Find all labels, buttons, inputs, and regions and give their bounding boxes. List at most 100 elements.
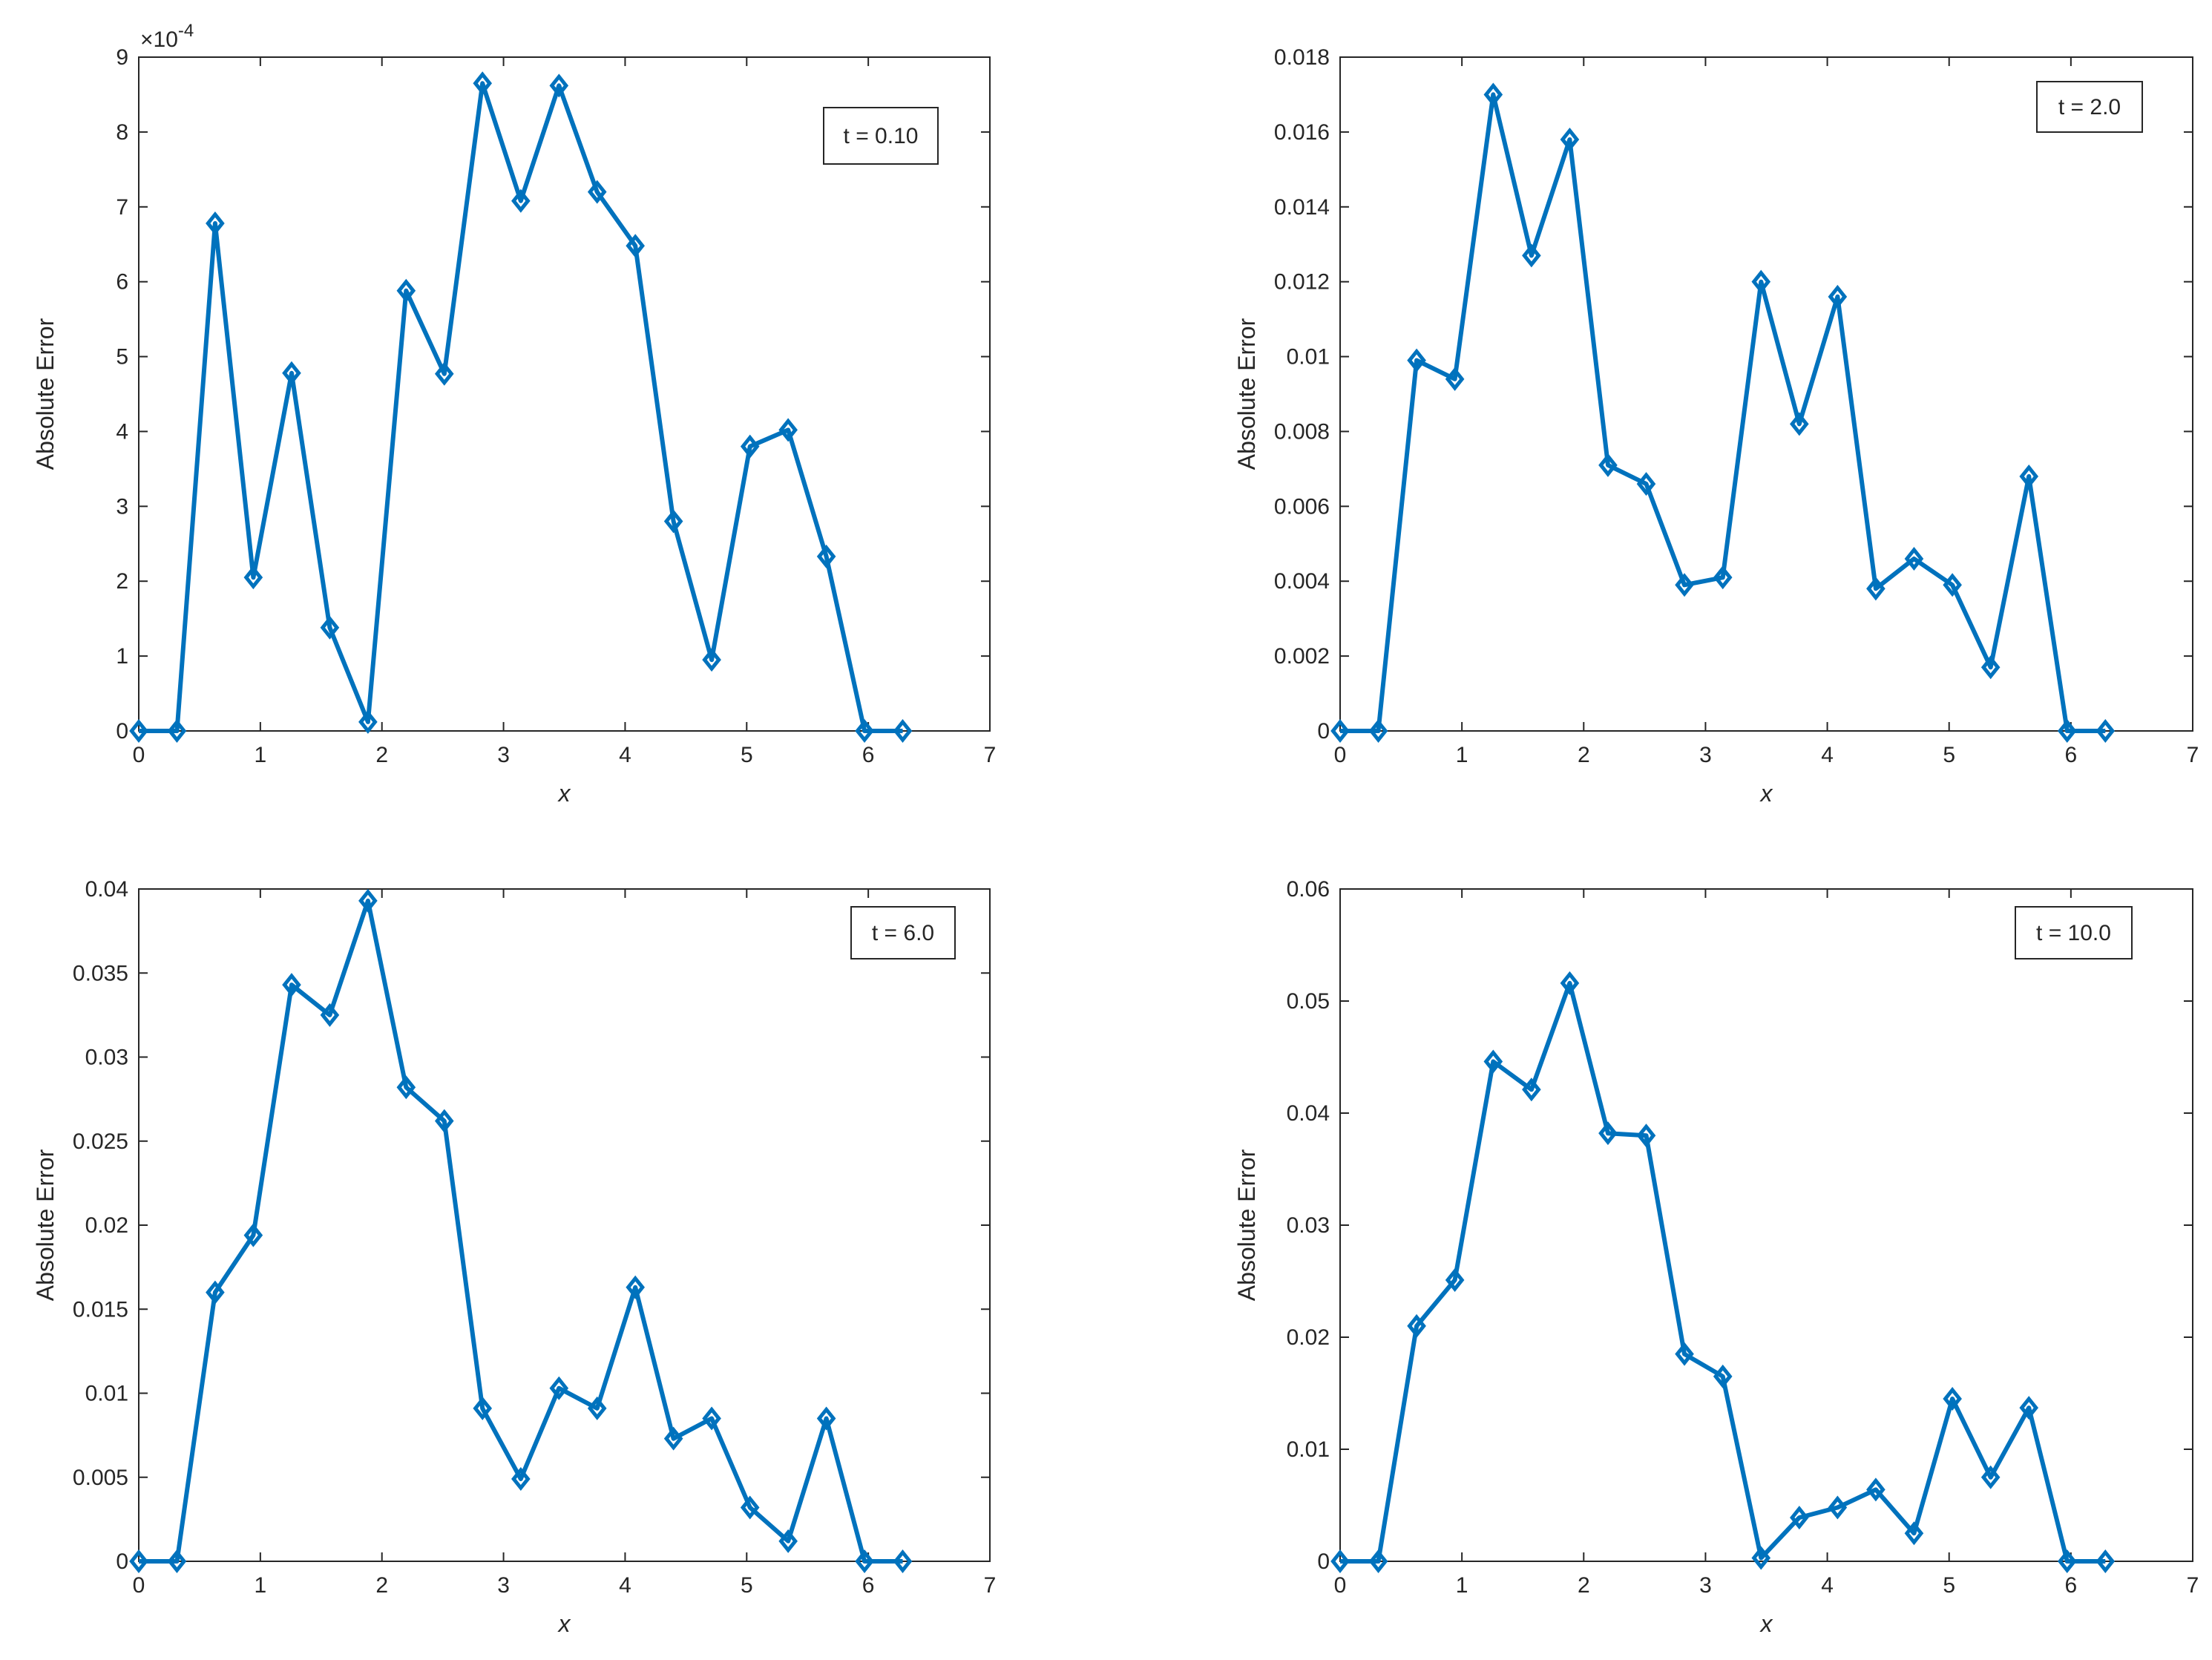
- x-tick-label: 4: [619, 743, 631, 767]
- y-tick-label: 6: [116, 270, 128, 295]
- data-point-marker: [778, 1529, 798, 1553]
- annotation-text: t = 2.0: [2058, 95, 2121, 119]
- annotation-text: t = 6.0: [872, 921, 934, 945]
- axes-box: [138, 56, 991, 732]
- data-point-marker: [893, 1549, 913, 1574]
- data-point-marker: [511, 188, 531, 213]
- data-point-marker: [2096, 718, 2116, 744]
- data-point-marker: [1636, 472, 1656, 496]
- data-point-marker: [1522, 243, 1541, 268]
- data-point-marker: [1790, 1506, 1809, 1530]
- annotation-box: [2036, 81, 2143, 133]
- data-point-marker: [1675, 1342, 1694, 1366]
- y-tick-label: 0.05: [1287, 989, 1330, 1014]
- data-point-marker: [1522, 1077, 1541, 1102]
- data-point-marker: [1330, 1549, 1350, 1574]
- data-point-marker: [1713, 565, 1733, 590]
- data-point-marker: [549, 73, 569, 98]
- subplot-4: 0 1 2 3 4 5 6 7 0 0.01 0.02 0.03 0.04 0.05 0.06 x Absolu…: [1233, 877, 2199, 1637]
- y-axis-exponent: ×10-4: [140, 21, 194, 52]
- y-tick-label: 7: [116, 195, 128, 220]
- x-tick-label: 3: [497, 743, 510, 767]
- data-point-marker: [1368, 718, 1388, 744]
- data-point-marker: [1675, 573, 1694, 597]
- data-point-marker: [1330, 718, 1350, 744]
- x-tick-label: 7: [2187, 743, 2199, 767]
- x-tick-label: 3: [497, 1573, 510, 1598]
- data-point-marker: [549, 1376, 569, 1400]
- data-point-marker: [396, 278, 416, 303]
- annotation-text: t = 10.0: [2036, 921, 2111, 945]
- x-tick-label: 1: [255, 743, 267, 767]
- data-point-marker: [816, 544, 836, 568]
- exponent-power: -4: [178, 21, 194, 41]
- x-tick-label: 3: [1699, 743, 1712, 767]
- data-point-marker: [396, 1075, 416, 1100]
- data-point-marker: [243, 1223, 263, 1247]
- x-axis-label: x: [1759, 1610, 1773, 1637]
- y-axis-label: Absolute Error: [1233, 1149, 1260, 1301]
- x-tick-label: 2: [375, 1573, 388, 1598]
- data-point-marker: [1598, 453, 1618, 477]
- x-axis-label: x: [557, 780, 571, 807]
- y-tick-label: 0.002: [1274, 644, 1330, 669]
- data-point-marker: [1790, 412, 1809, 436]
- data-point-marker: [740, 1495, 760, 1520]
- data-point-marker: [206, 1280, 225, 1305]
- series-line: [139, 898, 903, 1564]
- y-tick-label: 9: [116, 45, 128, 70]
- data-point-marker: [167, 718, 187, 744]
- data-point-marker: [1751, 269, 1771, 294]
- y-tick-label: 0.015: [73, 1297, 128, 1322]
- data-point-marker: [1483, 1049, 1503, 1074]
- data-point-marker: [1828, 1495, 1848, 1520]
- annotation-text: t = 0.10: [844, 124, 919, 148]
- data-point-marker: [893, 718, 913, 744]
- x-tick-label: 6: [862, 1573, 875, 1598]
- data-point-marker: [511, 1467, 531, 1492]
- data-point-marker: [282, 973, 301, 997]
- data-point-marker: [1636, 1123, 1656, 1148]
- data-point-marker: [740, 434, 760, 459]
- x-tick-label: 5: [1943, 1573, 1955, 1598]
- y-tick-label: 0.01: [85, 1382, 128, 1406]
- annotation-box: [823, 107, 939, 165]
- data-point-marker: [2057, 1549, 2077, 1574]
- y-tick-label: 8: [116, 120, 128, 145]
- y-tick-label: 0.025: [73, 1129, 128, 1154]
- data-point-marker: [1713, 1364, 1733, 1388]
- y-tick-label: 0: [1317, 719, 1330, 744]
- y-tick-label: 0.012: [1274, 270, 1330, 295]
- subplot-grid: 0 1 2 3 4 5 6 7 0 1 2 3 4 5 6 7 8 9 ×10-4 x Absolute Error t …: [32, 21, 2199, 1637]
- data-point-marker: [1980, 1465, 2001, 1489]
- data-point-marker: [1483, 82, 1503, 107]
- x-tick-label: 4: [1821, 743, 1834, 767]
- subplot-1: 0 1 2 3 4 5 6 7 0 1 2 3 4 5 6 7 8 9 ×10-4 x Absolute Error t …: [32, 21, 996, 807]
- x-tick-label: 7: [984, 1573, 997, 1598]
- x-tick-label: 4: [1821, 1573, 1834, 1598]
- exponent-base: ×10: [140, 27, 178, 52]
- y-tick-label: 0.04: [1287, 1101, 1330, 1126]
- data-point-marker: [587, 180, 607, 204]
- data-point-marker: [473, 71, 493, 96]
- y-tick-label: 0.02: [85, 1213, 128, 1238]
- y-tick-label: 0.006: [1274, 494, 1330, 519]
- x-axis-label: x: [1759, 780, 1773, 807]
- y-tick-label: 0: [1317, 1549, 1330, 1574]
- data-point-marker: [1943, 573, 1962, 597]
- data-point-marker: [855, 718, 874, 744]
- data-point-marker: [1751, 1546, 1771, 1570]
- data-point-marker: [702, 1406, 721, 1431]
- data-point-marker: [1368, 1549, 1388, 1574]
- data-point-marker: [282, 361, 301, 385]
- data-point-marker: [320, 615, 340, 640]
- y-tick-label: 1: [116, 644, 128, 669]
- series-line: [1340, 92, 2106, 733]
- data-point-marker: [167, 1549, 187, 1574]
- data-point-marker: [358, 888, 378, 913]
- y-tick-label: 0.014: [1274, 195, 1330, 220]
- data-point-marker: [320, 1003, 340, 1027]
- subplot-2: 0 1 2 3 4 5 6 7 0 0.002 0.004 0.006 0.008 0.01 0.012 0.…: [1233, 45, 2199, 807]
- data-point-marker: [1560, 971, 1580, 995]
- y-axis-label: Absolute Error: [32, 1149, 59, 1301]
